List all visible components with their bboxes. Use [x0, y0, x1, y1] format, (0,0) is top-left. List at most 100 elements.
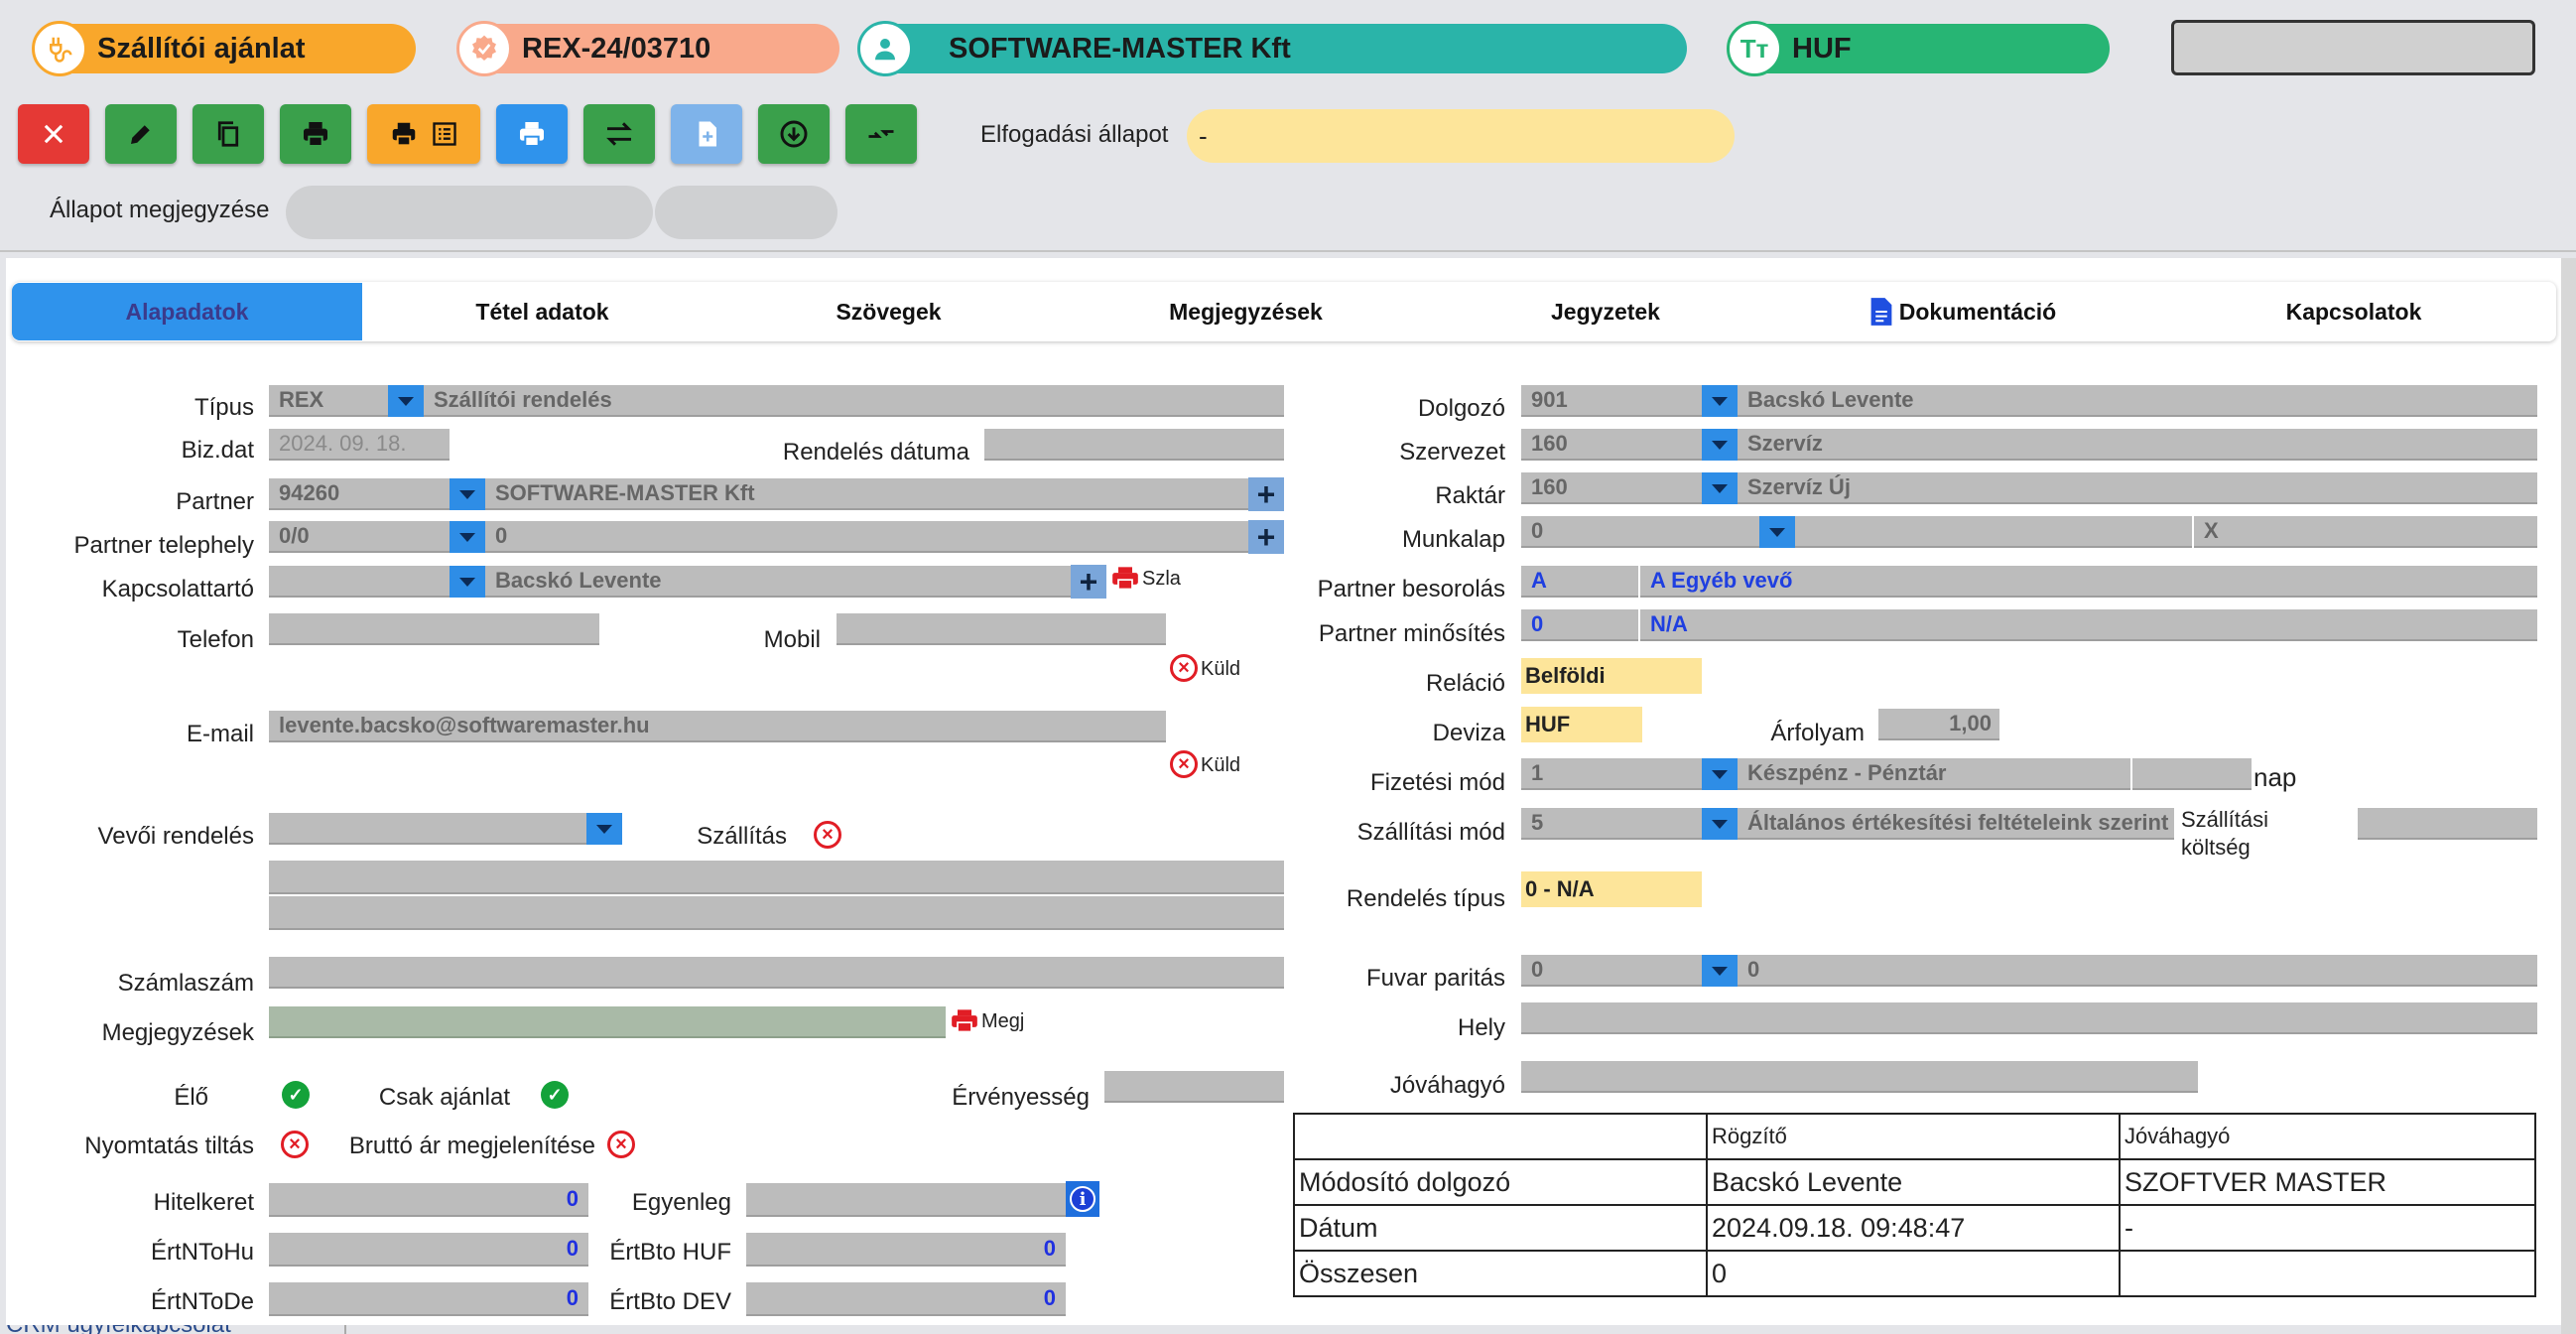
rendeles-tipus-field[interactable]: 0 - N/A: [1521, 871, 1702, 907]
tab-jegyzetek[interactable]: Jegyzetek: [1551, 298, 1660, 325]
copy-button[interactable]: [193, 104, 264, 164]
info-icon[interactable]: i: [1066, 1181, 1099, 1217]
deviza-label: Deviza: [1432, 720, 1505, 746]
nyomtatas-tiltas-x-icon[interactable]: ×: [281, 1131, 309, 1158]
currency-label: HUF: [1792, 32, 1852, 65]
dolgozo-code-field[interactable]: 901: [1521, 385, 1702, 417]
brutto-x-icon[interactable]: ×: [607, 1131, 635, 1158]
rendeles-datuma-field[interactable]: [984, 429, 1284, 461]
dolgozo-dropdown-button[interactable]: [1702, 385, 1738, 417]
vevoi-rendeles-field[interactable]: [269, 813, 586, 845]
download-circle-icon: [780, 120, 808, 148]
printer-icon: [1112, 567, 1138, 591]
fizetesi-code-field[interactable]: 1: [1521, 758, 1702, 790]
download-button[interactable]: [758, 104, 830, 164]
mobil-field[interactable]: [837, 613, 1166, 645]
printer-icon: [392, 122, 416, 147]
kapcsolattarto-add-button[interactable]: +: [1071, 565, 1106, 599]
printer-icon: [520, 122, 544, 147]
edit-button[interactable]: [105, 104, 177, 164]
szallitasi-koltseg-field[interactable]: [2358, 808, 2537, 840]
megj-print-button[interactable]: Megj: [951, 1008, 1024, 1034]
header-search-input[interactable]: [2171, 20, 2535, 75]
tab-tetel-adatok[interactable]: Tétel adatok: [475, 298, 609, 325]
szallitasi-mod-dropdown-button[interactable]: [1702, 808, 1738, 840]
partner-label-left: Partner: [176, 488, 254, 515]
status-note-field[interactable]: [286, 186, 653, 239]
tab-dokumentacio[interactable]: Dokumentáció: [1774, 283, 2151, 340]
munkalap-dropdown-button[interactable]: [1759, 516, 1795, 548]
megjegyzesek-label: Megjegyzések: [101, 1019, 254, 1046]
raktar-code-field[interactable]: 160: [1521, 472, 1702, 504]
tab-kapcsolatok[interactable]: Kapcsolatok: [2285, 298, 2422, 325]
telefon-field[interactable]: [269, 613, 599, 645]
kapcsolattarto-code-field[interactable]: [269, 566, 450, 598]
tab-megjegyzesek[interactable]: Megjegyzések: [1169, 298, 1323, 325]
person-icon: [857, 21, 913, 76]
partner-dropdown-button[interactable]: [450, 478, 485, 510]
hely-field[interactable]: [1521, 1002, 2537, 1034]
tab-szovegek[interactable]: Szövegek: [836, 298, 942, 325]
vevoi-rendeles-dropdown-button[interactable]: [586, 813, 622, 845]
szervezet-code-field[interactable]: 160: [1521, 429, 1702, 461]
tipus-code-field[interactable]: REX: [269, 385, 388, 417]
szamlaszam-field[interactable]: [269, 957, 1284, 989]
egyenleg-field[interactable]: [746, 1183, 1066, 1217]
acceptance-field[interactable]: -: [1187, 109, 1735, 163]
telephely-add-button[interactable]: +: [1248, 520, 1284, 554]
table-cell: -: [2119, 1204, 2536, 1252]
crm-link-text[interactable]: CRM ügyfélkapcsolat: [6, 1325, 231, 1334]
raktar-dropdown-button[interactable]: [1702, 472, 1738, 504]
hitelkeret-field[interactable]: 0: [269, 1183, 588, 1217]
szla-print-button[interactable]: Szla: [1111, 566, 1181, 592]
csak-ajanlat-check-icon[interactable]: ✓: [541, 1081, 569, 1109]
print-list-button[interactable]: [367, 104, 480, 164]
kuld-email-icon[interactable]: ×: [1170, 750, 1198, 778]
swap-button[interactable]: [583, 104, 655, 164]
kuld-mobil-icon[interactable]: ×: [1170, 654, 1198, 682]
munkalap-x-field: X: [2194, 516, 2537, 548]
szallitas-text-field-1[interactable]: [269, 861, 1284, 894]
szla-label: Szla: [1142, 567, 1181, 590]
print-button[interactable]: [280, 104, 351, 164]
new-document-button[interactable]: [671, 104, 742, 164]
bizdat-field[interactable]: 2024. 09. 18.: [269, 429, 450, 461]
partner-code-field[interactable]: 94260: [269, 478, 450, 510]
elo-check-icon[interactable]: ✓: [282, 1081, 310, 1109]
szallitasi-mod-code-field[interactable]: 5: [1521, 808, 1702, 840]
tipus-dropdown-button[interactable]: [388, 385, 424, 417]
ertbtodev-label: ÉrtBto DEV: [609, 1288, 731, 1315]
szallitas-x-icon[interactable]: ×: [814, 821, 841, 849]
status-note-field-2[interactable]: [655, 186, 837, 239]
fuvar-dropdown-button[interactable]: [1702, 955, 1738, 987]
tab-alapadatok[interactable]: Alapadatok: [12, 283, 362, 340]
szallitas-text-field-2[interactable]: [269, 896, 1284, 930]
munkalap-code-field[interactable]: 0: [1521, 516, 1759, 548]
telephely-dropdown-button[interactable]: [450, 521, 485, 553]
jovahagyo-field[interactable]: [1521, 1061, 2198, 1093]
fizetesi-nap-field[interactable]: [2132, 758, 2252, 790]
deviza-field[interactable]: HUF: [1521, 707, 1642, 742]
email-label: E-mail: [186, 721, 254, 747]
ervenyesseg-field[interactable]: [1104, 1071, 1284, 1103]
szervezet-dropdown-button[interactable]: [1702, 429, 1738, 461]
fuvar-code-field[interactable]: 0: [1521, 955, 1702, 987]
megjegyzesek-field[interactable]: [269, 1006, 946, 1038]
ertntohu-field: 0: [269, 1233, 588, 1267]
rendeles-tipus-label: Rendelés típus: [1346, 885, 1505, 912]
tipus-name-field: Szállítói rendelés: [424, 385, 1284, 417]
kapcsolattarto-dropdown-button[interactable]: [450, 566, 485, 598]
partner-add-button[interactable]: +: [1248, 477, 1284, 511]
email-field[interactable]: levente.bacsko@softwaremaster.hu: [269, 711, 1166, 742]
table-header-row: Rögzítő Jóváhagyó: [1293, 1113, 2536, 1160]
right-scrollbar[interactable]: [2561, 258, 2576, 1334]
fizetesi-dropdown-button[interactable]: [1702, 758, 1738, 790]
bottom-strip: CRM ügyfélkapcsolat: [0, 1325, 2561, 1334]
arfolyam-field[interactable]: 1,00: [1878, 709, 1999, 740]
fuvar-name-field: 0: [1738, 955, 2537, 987]
print-blue-button[interactable]: [496, 104, 568, 164]
telephely-code-field[interactable]: 0/0: [269, 521, 450, 553]
relacio-field[interactable]: Belföldi: [1521, 658, 1702, 694]
merge-button[interactable]: [845, 104, 917, 164]
close-button[interactable]: [18, 104, 89, 164]
